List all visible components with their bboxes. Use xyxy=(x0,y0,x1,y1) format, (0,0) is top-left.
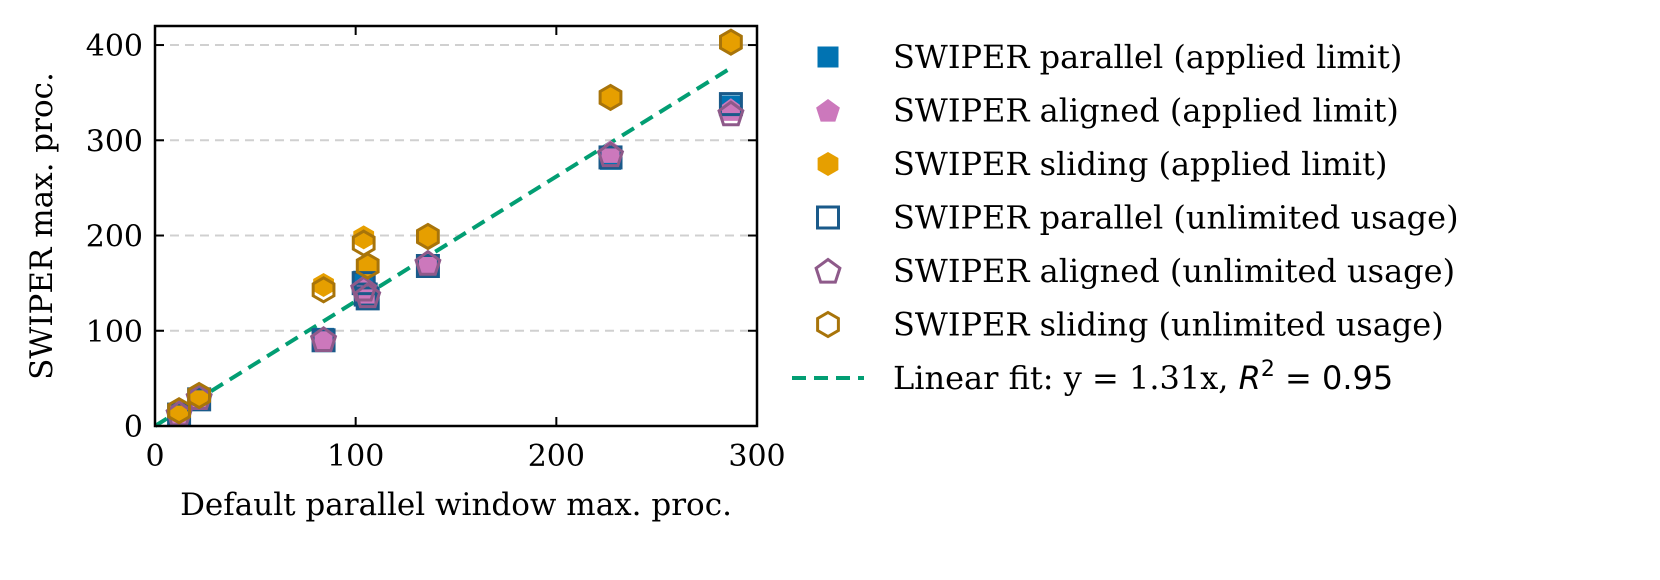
legend-item-linear-fit: Linear fit: y = 1.31x, R2 = 0.95 xyxy=(792,357,1393,397)
point-s4-6 xyxy=(596,141,625,168)
point-s4-3 xyxy=(350,275,378,302)
legend-label-linear-fit: Linear fit: y = 1.31x, R2 = 0.95 xyxy=(893,357,1393,397)
point-s1-2 xyxy=(311,328,336,352)
grid-lines xyxy=(155,44,757,332)
y-tick-label-400: 400 xyxy=(86,29,143,64)
fit-r2-value: = 0.95 xyxy=(1275,359,1393,397)
point-s2-2 xyxy=(313,273,334,298)
x-tick-label-200: 200 xyxy=(528,439,585,474)
point-s4-4 xyxy=(354,282,382,309)
legend-marker-shape-0 xyxy=(817,46,839,68)
y-tick-label-200: 200 xyxy=(86,220,143,255)
y-axis-label: SWIPER max. proc. xyxy=(24,72,60,380)
legend-item-parallel-applied: SWIPER parallel (applied limit) xyxy=(817,38,1402,76)
legend-label-aligned-unlimited: SWIPER aligned (unlimited usage) xyxy=(893,252,1455,290)
legend-marker-sliding-unlimited xyxy=(816,310,840,339)
fit-label-text: Linear fit: y = 1.31x, xyxy=(893,359,1239,397)
legend-marker-parallel-applied xyxy=(817,46,839,68)
point-s3-8 xyxy=(718,92,743,117)
y-tick-label-0: 0 xyxy=(124,410,143,445)
axis-ticks: 0 100 200 300 0 100 200 300 400 xyxy=(86,26,786,474)
legend-item-aligned-applied: SWIPER aligned (applied limit) xyxy=(816,92,1399,130)
point-s4-2 xyxy=(309,325,338,352)
legend-item-sliding-applied: SWIPER sliding (applied limit) xyxy=(817,145,1387,183)
point-s2-5 xyxy=(417,224,439,249)
x-tick-label-0: 0 xyxy=(145,439,164,474)
legend-marker-shape-5 xyxy=(816,310,840,339)
y-tick-label-100: 100 xyxy=(86,315,143,350)
legend-label-sliding-applied: SWIPER sliding (applied limit) xyxy=(893,145,1387,183)
legend-item-parallel-unlimited: SWIPER parallel (unlimited usage) xyxy=(816,199,1459,237)
point-s4-5 xyxy=(414,249,442,276)
series-4 xyxy=(165,100,745,427)
point-s1-5 xyxy=(416,252,440,276)
point-s5-5 xyxy=(416,222,440,251)
legend-label-sliding-unlimited: SWIPER sliding (unlimited usage) xyxy=(893,306,1444,344)
fit-line-layer xyxy=(153,66,732,428)
x-tick-label-300: 300 xyxy=(728,439,785,474)
legend-label-aligned-applied: SWIPER aligned (applied limit) xyxy=(893,92,1399,130)
series-3 xyxy=(167,92,743,427)
point-s2-3 xyxy=(353,225,375,250)
point-s5-2 xyxy=(311,276,336,304)
plot-frame xyxy=(153,24,759,428)
point-s5-7 xyxy=(719,28,743,56)
series-0 xyxy=(168,95,742,426)
legend-item-sliding-unlimited: SWIPER sliding (unlimited usage) xyxy=(816,306,1444,344)
x-tick-label-100: 100 xyxy=(327,439,384,474)
legend-label-parallel-unlimited: SWIPER parallel (unlimited usage) xyxy=(893,199,1459,237)
point-s5-1 xyxy=(187,381,212,410)
point-s2-7 xyxy=(720,30,742,55)
legend-marker-shape-3 xyxy=(816,205,840,230)
data-points xyxy=(165,28,745,427)
point-s5-4 xyxy=(355,252,380,280)
legend-marker-shape-2 xyxy=(817,152,839,176)
legend-marker-aligned-unlimited xyxy=(814,257,842,284)
series-1 xyxy=(167,98,743,426)
legend-marker-shape-4 xyxy=(814,257,842,284)
legend-marker-parallel-unlimited xyxy=(816,205,840,230)
fit-r2-symbol: R xyxy=(1239,359,1261,397)
legend-item-aligned-unlimited: SWIPER aligned (unlimited usage) xyxy=(814,252,1455,290)
y-tick-label-300: 300 xyxy=(86,124,143,159)
point-s5-6 xyxy=(598,83,623,112)
legend-marker-shape-1 xyxy=(816,99,840,122)
legend-marker-aligned-applied xyxy=(816,99,840,122)
legend: SWIPER parallel (applied limit) SWIPER a… xyxy=(792,38,1459,397)
legend-marker-sliding-applied xyxy=(817,152,839,176)
fit-r2-superscript: 2 xyxy=(1261,357,1275,382)
x-axis-label: Default parallel window max. proc. xyxy=(180,487,732,523)
series-5 xyxy=(167,28,743,425)
legend-label-parallel-applied: SWIPER parallel (applied limit) xyxy=(893,38,1402,76)
point-s2-6 xyxy=(600,85,621,110)
point-s5-0 xyxy=(167,397,191,425)
fit-line xyxy=(153,66,732,428)
point-s4-7 xyxy=(717,100,745,127)
